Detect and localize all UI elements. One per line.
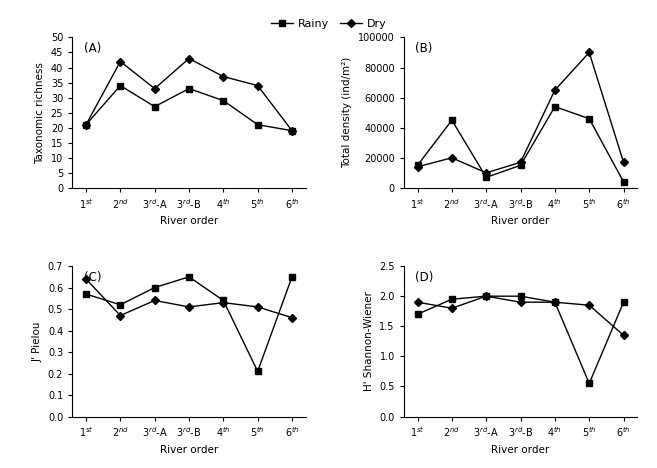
Dry <box>219 300 227 306</box>
Dry <box>551 300 559 305</box>
Dry <box>185 56 193 61</box>
Rainy <box>414 311 422 317</box>
Line: Dry: Dry <box>415 293 627 338</box>
Line: Rainy: Rainy <box>415 103 627 185</box>
Rainy <box>185 274 193 280</box>
Rainy <box>219 98 227 103</box>
Rainy <box>516 162 524 168</box>
X-axis label: River order: River order <box>491 445 550 455</box>
Rainy <box>116 83 124 88</box>
Rainy <box>585 380 593 386</box>
Dry <box>448 306 456 311</box>
Rainy <box>551 300 559 305</box>
X-axis label: River order: River order <box>491 216 550 226</box>
Dry <box>82 122 90 127</box>
Legend: Rainy, Dry: Rainy, Dry <box>266 15 391 34</box>
Rainy <box>482 293 490 299</box>
Rainy <box>448 296 456 302</box>
Text: (B): (B) <box>415 42 433 55</box>
Y-axis label: Taxonomic richness: Taxonomic richness <box>35 62 45 164</box>
Rainy <box>116 302 124 307</box>
Dry <box>185 304 193 310</box>
Dry <box>254 304 261 310</box>
Dry <box>620 160 627 165</box>
Line: Rainy: Rainy <box>83 274 295 374</box>
Dry <box>585 302 593 308</box>
Rainy <box>414 162 422 168</box>
Rainy <box>620 179 627 185</box>
Rainy <box>150 285 158 290</box>
Dry <box>482 293 490 299</box>
Dry <box>254 83 261 88</box>
Dry <box>551 87 559 93</box>
Rainy <box>219 298 227 303</box>
Rainy <box>585 116 593 122</box>
Rainy <box>551 104 559 110</box>
Line: Dry: Dry <box>415 49 627 176</box>
Rainy <box>620 300 627 305</box>
Dry <box>288 315 296 321</box>
Dry <box>219 74 227 80</box>
Dry <box>150 86 158 91</box>
Rainy <box>254 122 261 127</box>
Rainy <box>516 293 524 299</box>
Rainy <box>448 117 456 123</box>
Text: (D): (D) <box>415 271 434 284</box>
Dry <box>516 300 524 305</box>
Dry <box>82 276 90 282</box>
Line: Rainy: Rainy <box>415 293 627 387</box>
Rainy <box>288 128 296 133</box>
Line: Dry: Dry <box>83 276 295 321</box>
Text: (A): (A) <box>84 42 101 55</box>
Dry <box>150 298 158 303</box>
Dry <box>116 58 124 64</box>
Dry <box>414 164 422 169</box>
Dry <box>414 300 422 305</box>
Dry <box>620 332 627 338</box>
Rainy <box>482 175 490 180</box>
Rainy <box>254 369 261 374</box>
Rainy <box>150 104 158 110</box>
Dry <box>116 313 124 318</box>
Rainy <box>82 122 90 127</box>
Text: (C): (C) <box>84 271 101 284</box>
Dry <box>288 128 296 133</box>
Rainy <box>288 274 296 280</box>
Line: Dry: Dry <box>83 55 295 134</box>
Dry <box>516 160 524 165</box>
Dry <box>482 170 490 176</box>
Y-axis label: Total density (ind/m²): Total density (ind/m²) <box>342 57 352 168</box>
X-axis label: River order: River order <box>160 216 218 226</box>
X-axis label: River order: River order <box>160 445 218 455</box>
Y-axis label: H' Shannon-Wiener: H' Shannon-Wiener <box>364 292 374 391</box>
Line: Rainy: Rainy <box>83 82 295 134</box>
Rainy <box>185 86 193 91</box>
Rainy <box>82 291 90 297</box>
Dry <box>448 155 456 161</box>
Y-axis label: J' Pielou: J' Pielou <box>32 321 42 362</box>
Dry <box>585 50 593 55</box>
